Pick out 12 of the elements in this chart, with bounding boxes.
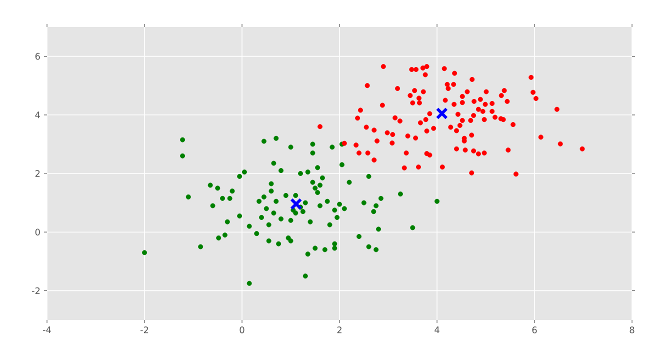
x-tick-label: 4 xyxy=(434,326,440,334)
x-tick-label: 2 xyxy=(337,326,342,334)
y-tick-label: 0 xyxy=(35,228,40,236)
x-tick-label: 8 xyxy=(630,326,634,334)
y-tick-label: 4 xyxy=(35,112,40,118)
y-tick-label: -2 xyxy=(32,287,40,294)
x-tick-label: -4 xyxy=(42,326,51,334)
x-tick-label: -2 xyxy=(140,326,148,334)
x-tick-label: 6 xyxy=(532,326,537,334)
y-tick-label: 6 xyxy=(35,52,40,60)
x-tick-label: 0 xyxy=(240,326,244,334)
y-tick-label: 2 xyxy=(35,170,40,177)
